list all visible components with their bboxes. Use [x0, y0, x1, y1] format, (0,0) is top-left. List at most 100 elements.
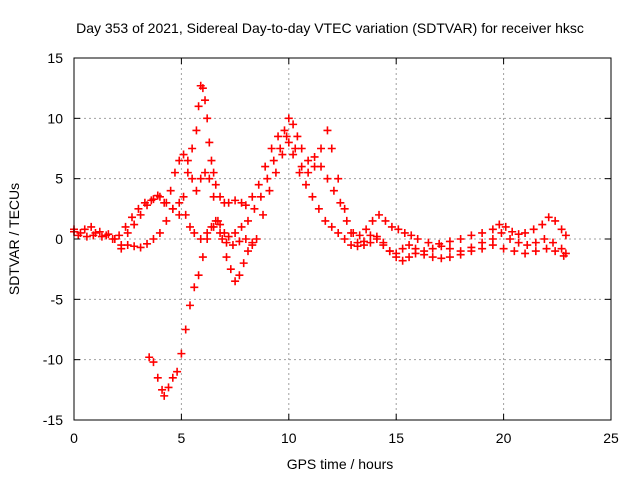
- data-point: [192, 186, 201, 195]
- data-point: [394, 225, 403, 234]
- data-point: [445, 253, 454, 262]
- data-point: [334, 228, 343, 237]
- data-point: [198, 84, 207, 93]
- data-point: [407, 231, 416, 240]
- data-points: [70, 81, 570, 400]
- data-point: [478, 238, 487, 247]
- data-point: [203, 114, 212, 123]
- data-point: [398, 256, 407, 265]
- data-point: [179, 192, 188, 201]
- data-point: [130, 242, 139, 251]
- data-point: [362, 225, 371, 234]
- data-point: [379, 241, 388, 250]
- x-tick-label: 15: [388, 430, 404, 446]
- data-point: [437, 254, 446, 263]
- data-point: [108, 235, 117, 243]
- data-point: [301, 180, 310, 189]
- data-point: [185, 301, 194, 310]
- data-point: [269, 156, 278, 165]
- data-point: [239, 259, 248, 268]
- data-point: [381, 216, 390, 225]
- data-point: [284, 114, 293, 123]
- data-point: [398, 244, 407, 253]
- data-point: [190, 283, 199, 292]
- series-track-d: [117, 198, 257, 253]
- data-point: [185, 222, 194, 231]
- data-point: [478, 228, 487, 237]
- data-point: [561, 249, 570, 258]
- data-point: [456, 235, 465, 243]
- data-point: [252, 235, 261, 243]
- data-point: [168, 373, 177, 382]
- data-point: [198, 253, 207, 262]
- data-point: [276, 144, 285, 153]
- data-point: [254, 180, 263, 189]
- data-point: [289, 150, 298, 159]
- data-point: [497, 228, 506, 237]
- x-tick-label: 5: [178, 430, 186, 446]
- data-point: [181, 210, 190, 219]
- data-point: [222, 253, 231, 262]
- data-point: [400, 228, 409, 237]
- data-point: [413, 235, 422, 243]
- data-point: [510, 247, 519, 256]
- data-point: [317, 144, 326, 153]
- data-point: [164, 383, 173, 392]
- data-point: [190, 228, 199, 237]
- data-point: [153, 373, 162, 382]
- data-point: [87, 222, 96, 231]
- data-point: [551, 216, 560, 225]
- data-point: [310, 162, 319, 171]
- data-point: [420, 247, 429, 256]
- data-point: [145, 353, 154, 362]
- data-point: [411, 244, 420, 253]
- data-point: [82, 232, 91, 241]
- data-point: [368, 216, 377, 225]
- data-point: [216, 220, 225, 229]
- data-point: [514, 230, 523, 239]
- data-point: [143, 239, 152, 248]
- data-point: [216, 228, 225, 237]
- data-point: [456, 247, 465, 256]
- data-point: [334, 174, 343, 183]
- data-point: [117, 244, 126, 253]
- data-point: [540, 235, 549, 243]
- data-point: [278, 150, 287, 159]
- data-point: [211, 180, 220, 189]
- data-point: [336, 198, 345, 207]
- data-point: [271, 168, 280, 177]
- data-point: [97, 232, 106, 241]
- data-point: [375, 210, 384, 219]
- data-point: [237, 222, 246, 231]
- data-point: [160, 198, 169, 207]
- data-point: [323, 126, 332, 135]
- data-point: [506, 235, 515, 243]
- x-tick-label: 10: [281, 430, 297, 446]
- data-point: [166, 186, 175, 195]
- data-point: [196, 174, 205, 183]
- data-point: [327, 222, 336, 231]
- data-point: [392, 249, 401, 258]
- chart-title: Day 353 of 2021, Sidereal Day-to-day VTE…: [76, 20, 584, 36]
- data-point: [304, 156, 313, 165]
- data-point: [428, 253, 437, 262]
- data-point: [205, 174, 214, 183]
- data-point: [308, 192, 317, 201]
- data-point: [115, 231, 124, 240]
- data-point: [136, 210, 145, 219]
- data-point: [297, 162, 306, 171]
- data-point: [259, 210, 268, 219]
- data-point: [95, 227, 104, 236]
- data-point: [183, 168, 192, 177]
- data-point: [209, 222, 218, 231]
- data-point: [544, 213, 553, 222]
- data-point: [340, 204, 349, 213]
- data-point: [127, 213, 136, 222]
- data-point: [250, 204, 259, 213]
- data-point: [140, 198, 149, 207]
- y-tick-label: 0: [55, 231, 63, 247]
- data-point: [323, 174, 332, 183]
- data-point: [201, 168, 210, 177]
- data-point: [175, 198, 184, 207]
- data-point: [256, 192, 265, 201]
